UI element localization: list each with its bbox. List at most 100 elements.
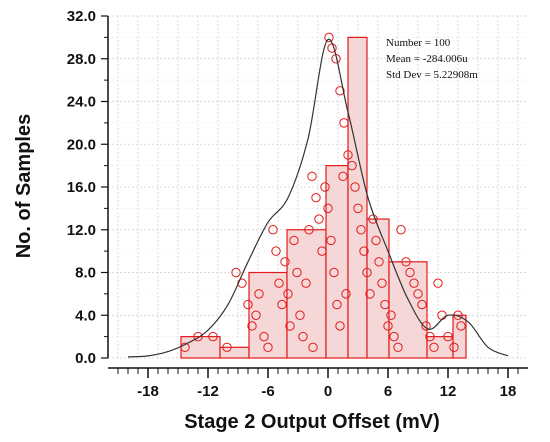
x-tick-label: 18 [500,383,517,400]
x-tick-label: 12 [440,383,457,400]
sample-point [254,289,264,299]
sample-point [324,32,334,43]
sample-point [383,321,393,331]
sample-point [341,289,351,299]
sample-point [405,267,415,278]
sample-point [380,299,390,310]
y-tick-label: 12.0 [67,222,96,239]
sample-point [304,225,314,235]
y-tick-label: 8.0 [75,265,96,282]
sample-point [377,278,387,288]
x-tick-label: 0 [324,383,332,400]
fit-curve [127,38,509,358]
sample-point [425,331,435,342]
sample-point [389,331,399,342]
sample-point [283,289,293,299]
sample-point [271,246,281,256]
sample-point [308,342,318,353]
sample-point [317,246,327,256]
sample-point [396,225,406,235]
sample-point [449,342,459,353]
sample-point [359,246,369,256]
sample-point [180,342,190,353]
y-ticks: 0.0 4.0 8.0 12.0 16.0 20.0 24.0 28.0 32.0 [67,8,108,367]
sample-point [409,278,419,288]
x-axis-title: Stage 2 Output Offset (mV) [184,411,440,433]
histogram-bar [219,346,250,359]
sample-point [347,160,357,171]
sample-point [421,321,431,331]
stats-number: Number = 100 [386,37,451,49]
y-tick-label: 24.0 [67,94,96,111]
sample-point [295,310,305,320]
stats-box: Number = 100 Mean = -284.006u Std Dev = … [386,37,478,81]
sample-point [374,257,384,267]
histogram-bar [347,36,368,359]
x-tick-label: 6 [384,383,392,400]
sample-point [251,310,261,320]
sample-point [332,299,342,310]
sample-point [401,257,411,267]
y-tick-label: 4.0 [75,307,96,324]
sample-point [247,321,257,331]
sample-point [393,342,403,353]
y-tick-label: 20.0 [67,136,96,153]
sample-point [280,257,290,267]
sample-point [365,289,375,299]
sample-point [413,289,423,299]
sample-point [443,331,453,342]
sample-point [285,321,295,331]
x-tick-label: -6 [261,383,274,400]
sample-point [456,321,466,331]
sample-point [386,310,396,320]
sample-point [339,118,349,128]
sample-point [274,278,284,288]
sample-point [231,267,241,278]
sample-point [314,214,324,224]
sample-point [338,171,348,182]
sample-point [268,225,278,235]
histogram-bar [366,218,390,359]
sample-point [289,235,299,246]
sample-point [356,225,366,235]
x-tick-label: -18 [137,383,159,400]
sample-point [193,331,203,342]
stats-mean: Mean = -284.006u [386,53,468,65]
sample-point [335,321,345,331]
histogram-bar [426,336,454,359]
histogram-bar [452,314,467,359]
sample-point [329,267,339,278]
sample-point [307,171,317,182]
stats-std-dev: Std Dev = 5.22908m [386,69,478,81]
sample-point [371,235,381,246]
sample-point [301,278,311,288]
sample-point [353,203,363,214]
x-ticks: -18 -12 -6 0 6 12 18 [117,368,519,400]
sample-point [243,299,253,310]
sample-point [208,331,218,342]
sample-point [323,203,333,214]
sample-point [263,342,273,353]
sample-point [362,267,372,278]
sample-point [350,182,360,192]
sample-point [335,86,345,96]
sample-point [429,342,439,353]
sample-point [298,331,308,342]
y-axis-title: No. of Samples [13,114,35,258]
y-tick-label: 16.0 [67,179,96,196]
sample-point [222,342,232,353]
sample-point [417,299,427,310]
sample-point [433,278,443,288]
sample-point [259,331,269,342]
y-tick-label: 28.0 [67,51,96,68]
x-tick-label: -12 [197,383,219,400]
sample-point [277,299,287,310]
histogram-bars [180,36,467,359]
histogram-bar [388,261,428,359]
sample-point [326,235,336,246]
sample-point [320,182,330,192]
sample-point [292,267,302,278]
histogram-bar [248,271,288,359]
sample-point [343,150,353,160]
